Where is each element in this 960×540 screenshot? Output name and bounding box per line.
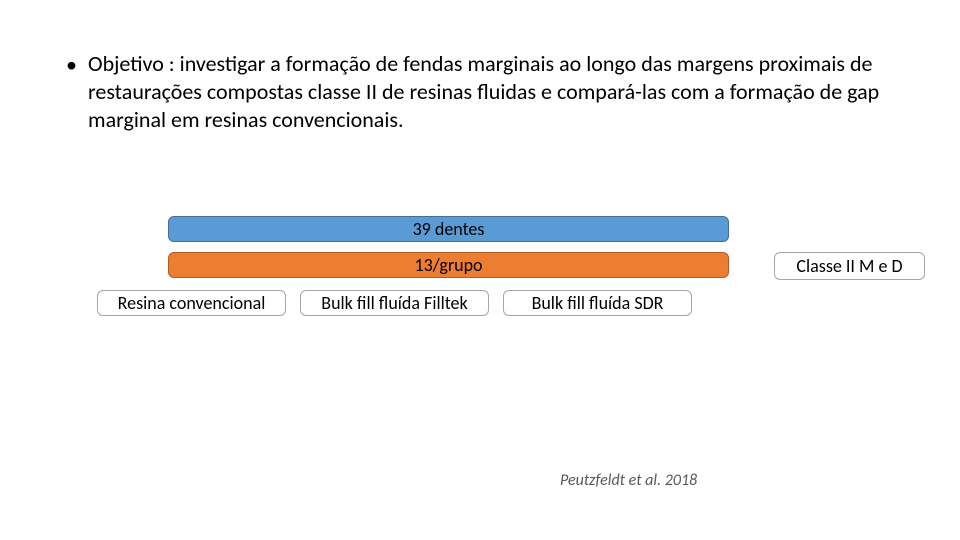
node-n3: Resina convencional [97, 290, 286, 316]
node-n2: 13/grupo [168, 252, 729, 278]
objective-bullet: • Objetivo : investigar a formação de fe… [66, 50, 886, 134]
node-n6: Classe II M e D [774, 252, 925, 280]
bullet-marker: • [66, 50, 88, 80]
citation: Peutzfeldt et al. 2018 [560, 471, 697, 490]
slide-root: • Objetivo : investigar a formação de fe… [0, 0, 960, 540]
objective-text: Objetivo : investigar a formação de fend… [88, 50, 886, 134]
node-n4: Bulk fill fluída Filltek [300, 290, 489, 316]
node-n1: 39 dentes [168, 216, 729, 242]
bullet-row: • Objetivo : investigar a formação de fe… [66, 50, 886, 134]
node-n5: Bulk fill fluída SDR [503, 290, 692, 316]
